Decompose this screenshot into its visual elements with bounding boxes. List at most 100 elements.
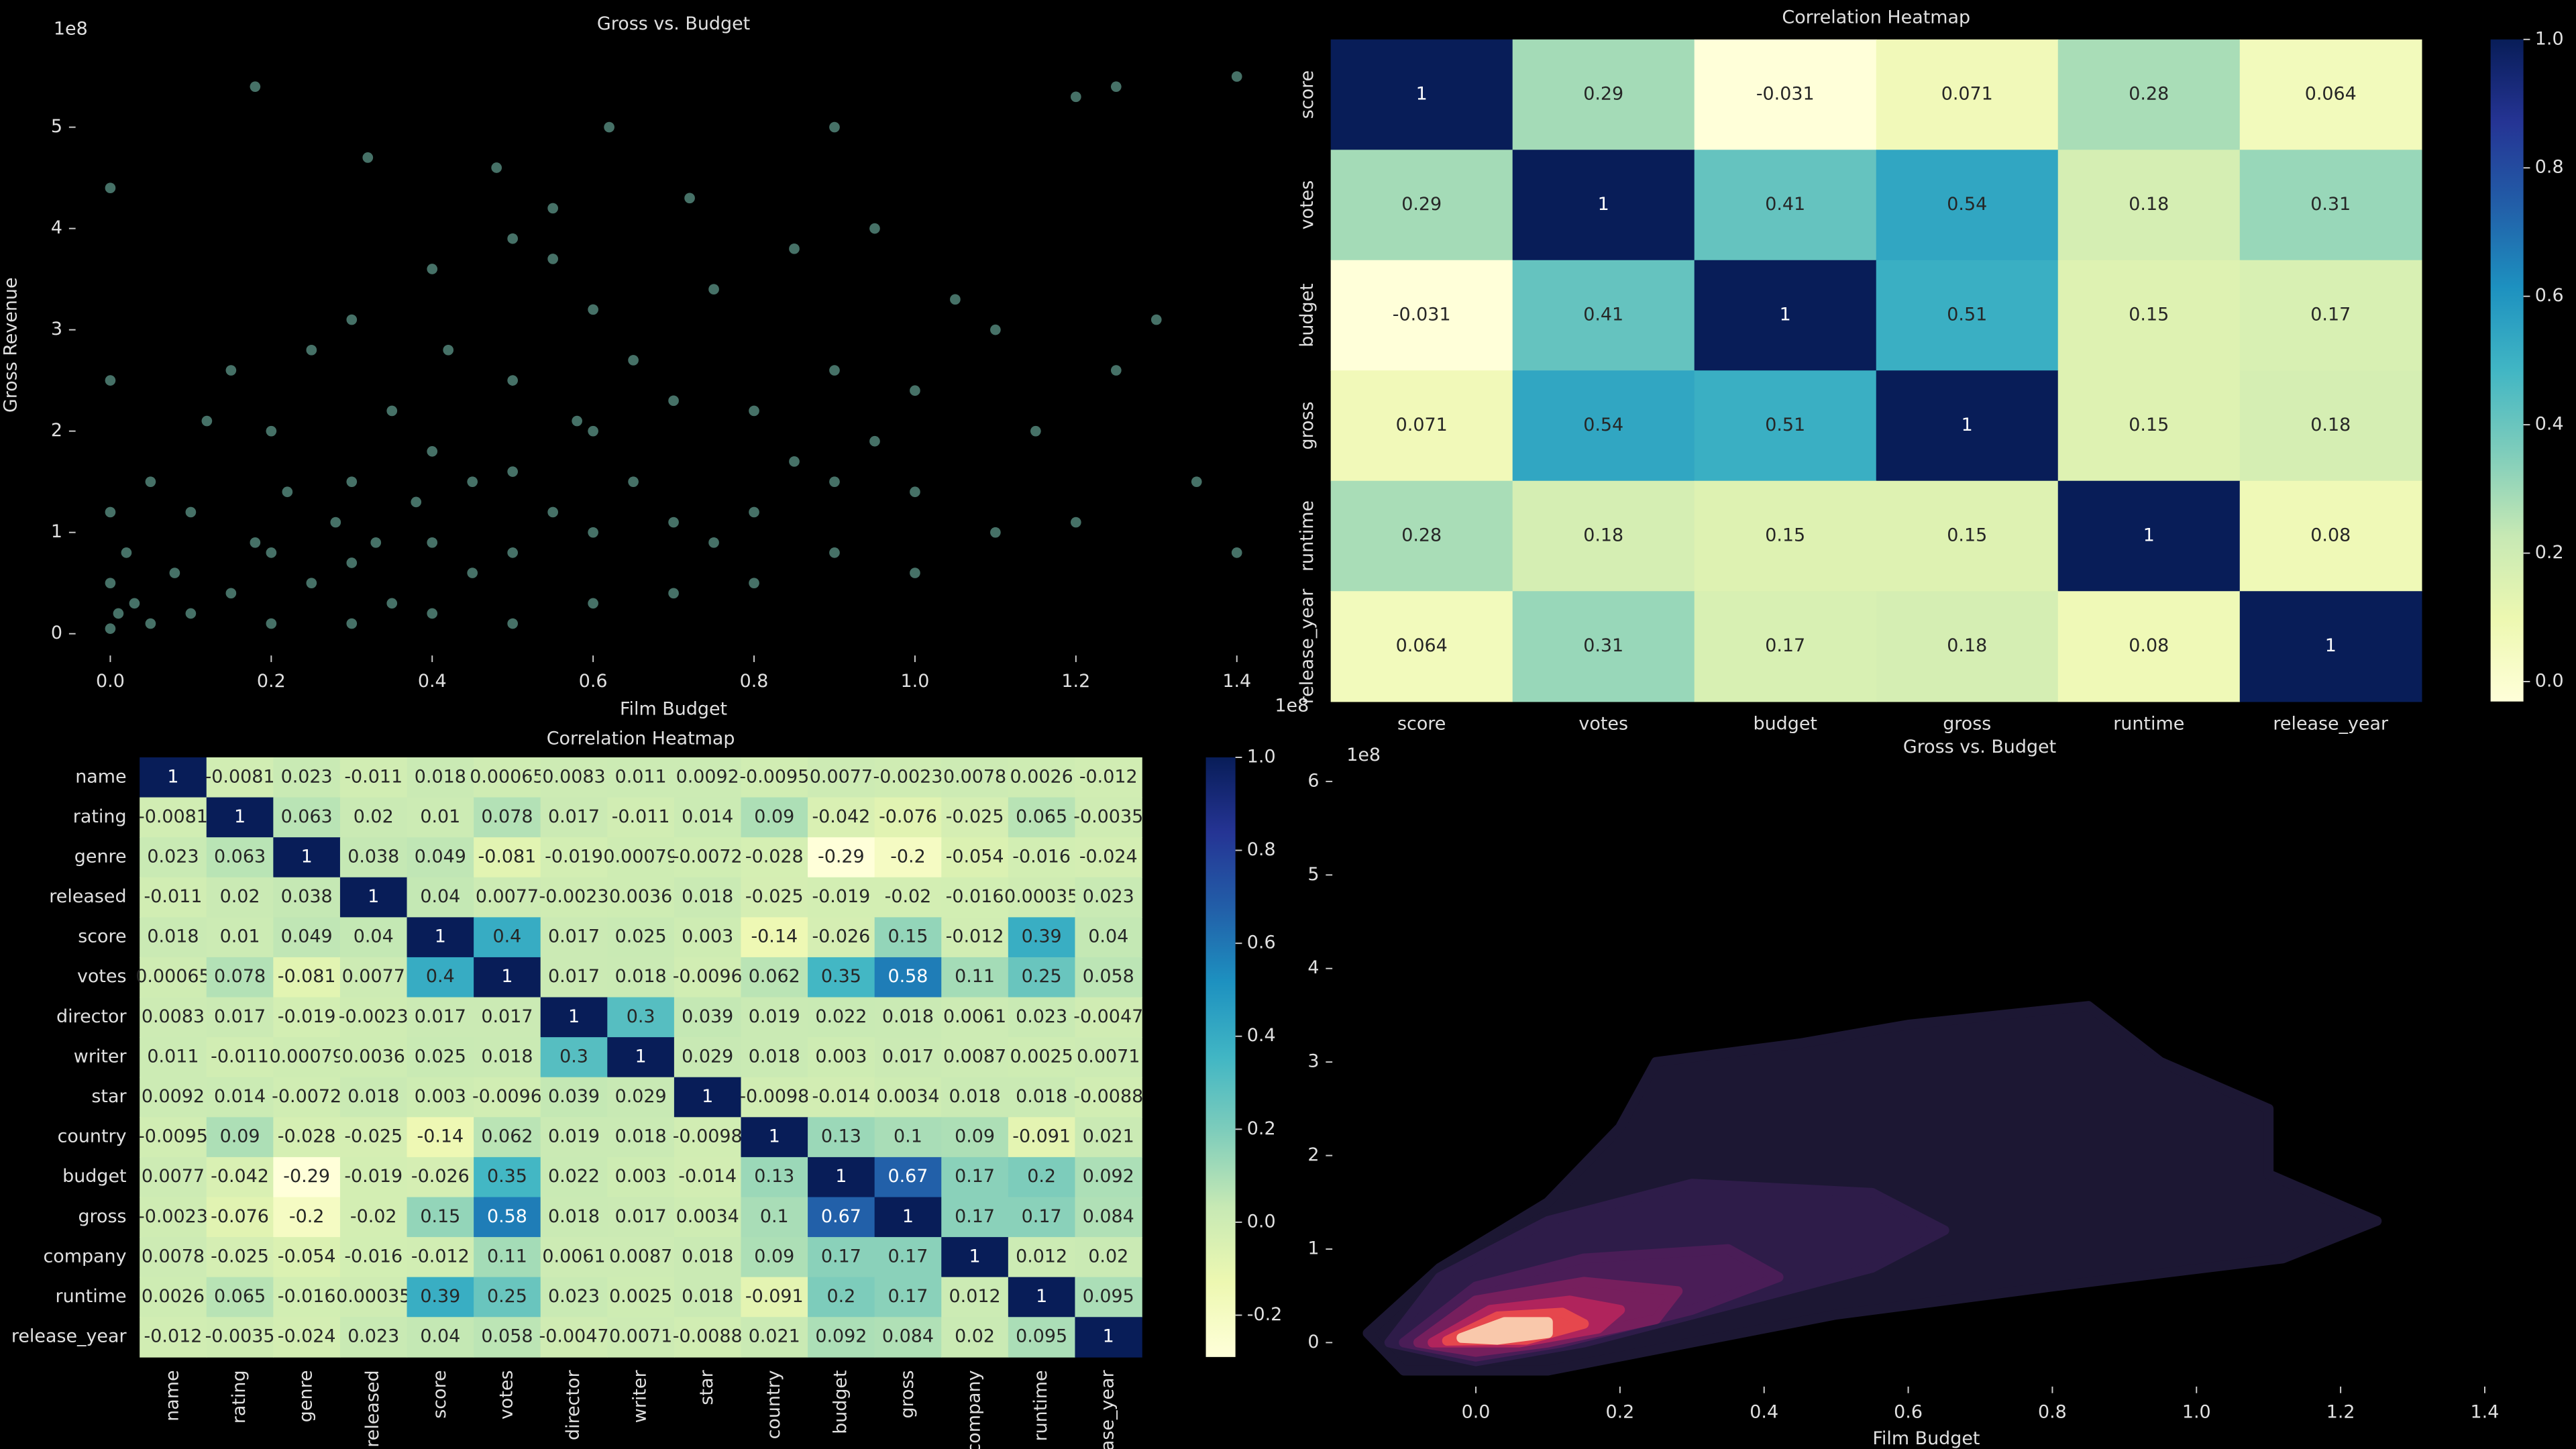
cell-value: 0.065 [214,1286,266,1307]
column-label: budget [830,1370,851,1434]
cell-value: 0.0061 [542,1246,605,1267]
heatmap-cell [2239,480,2422,592]
y-tick-label: 4 [1307,957,1319,978]
heatmap-cell [941,1077,1009,1118]
heatmap-cell [1075,1117,1142,1158]
row-label: company [43,1246,126,1267]
column-label: star [696,1370,717,1405]
cell-value: 0.04 [420,1326,460,1347]
heatmap-cell [474,1317,541,1358]
column-label: score [1397,714,1446,735]
cell-value: -0.0023 [339,1006,409,1027]
cell-value: 0.011 [615,766,667,787]
cell-value: -0.026 [812,926,870,947]
cell-value: -0.0095 [739,766,809,787]
heatmap-cell [407,877,474,918]
heatmap-cell [273,1197,341,1238]
cell-value: 0.35 [487,1166,527,1187]
heatmap-cell [407,837,474,878]
heatmap-cell [540,1277,608,1318]
scatter-point [708,284,719,295]
cell-value: 0.28 [2129,84,2169,105]
row-label: runtime [1297,500,1318,572]
cell-value: 0.0025 [609,1286,672,1307]
heatmap-cell [607,997,675,1038]
cell-value: 0.021 [1083,1126,1134,1147]
x-tick-label: 0.8 [2038,1402,2067,1423]
cell-value: 0.023 [1083,886,1134,907]
x-tick-label: 1.4 [1222,671,1251,692]
heatmap-cell [941,757,1009,798]
heatmap-cell [607,1277,675,1318]
scatter-point [547,506,558,518]
heatmap-cell [1008,1117,1076,1158]
cell-value: 0.0083 [142,1006,205,1027]
heatmap-cell [206,1277,274,1318]
chart-title: Gross vs. Budget [597,13,750,34]
cell-value: 0.062 [749,966,800,987]
heatmap-cell [273,837,341,878]
x-offset-label: 1e8 [1275,696,1309,716]
cell-value: 0.018 [682,1246,733,1267]
cell-value: 0.18 [1583,525,1623,545]
heatmap-cell [206,1077,274,1118]
heatmap-cell [407,1157,474,1198]
heatmap-cell [2239,150,2422,261]
heatmap-cell [339,1077,408,1118]
cell-value: 0.15 [2129,415,2169,435]
heatmap-cell [474,997,541,1038]
heatmap-cell [206,957,274,998]
cell-value: 0.0077 [142,1166,205,1187]
heatmap-cell [540,957,608,998]
cell-value: 0.049 [415,846,466,867]
heatmap-cell [1330,480,1513,592]
scatter-point [789,243,800,254]
cell-value: -0.054 [946,846,1004,867]
colorbar-tick-label: 0.2 [2535,542,2564,563]
heatmap-cell [607,757,675,798]
heatmap-cell [1008,1317,1076,1358]
cell-value: 0.41 [1583,305,1623,325]
heatmap-cell [273,1277,341,1318]
cell-value: 0.13 [821,1126,861,1147]
heatmap-cell [407,757,474,798]
cell-value: 0.0092 [142,1086,205,1107]
cell-value: 0.062 [481,1126,533,1147]
scatter-point [588,304,598,315]
heatmap-cell [1512,480,1695,592]
heatmap-cell [1694,591,1877,702]
heatmap-cell [1694,480,1877,592]
heatmap-cell [407,917,474,958]
heatmap-cell [474,757,541,798]
column-label: gross [897,1370,918,1418]
heatmap-cell [407,1077,474,1118]
cell-value: 0.29 [1583,84,1623,105]
heatmap-cell [1075,1197,1142,1238]
heatmap-cell [941,1157,1009,1198]
heatmap-cell [273,997,341,1038]
heatmap-cell [808,1037,875,1078]
colorbar-tick-label: 0.0 [2535,671,2564,692]
heatmap-cell [674,1277,742,1318]
heatmap-cell [741,1277,808,1318]
scatter-point [1110,365,1122,376]
cell-value: 0.019 [749,1006,800,1027]
heatmap-cell [1075,957,1142,998]
cell-value: 0.17 [1765,635,1805,656]
x-tick-label: 0.6 [1894,1402,1923,1423]
cell-value: 0.31 [2310,194,2351,215]
cell-value: 0.022 [548,1166,600,1187]
cell-value: 0.018 [548,1206,600,1227]
heatmap-cell [540,1037,608,1078]
heatmap-cell [674,1157,742,1198]
cell-value: 0.17 [888,1246,928,1267]
scatter-point [443,345,454,356]
heatmap-cell [407,1037,474,1078]
cell-value: 1 [2143,525,2155,545]
cell-value: 0.18 [1947,635,1987,656]
column-label: released [362,1370,383,1447]
heatmap-cell [1512,370,1695,482]
heatmap-cell [206,837,274,878]
heatmap-cell [674,1237,742,1278]
heatmap-cell [206,797,274,838]
